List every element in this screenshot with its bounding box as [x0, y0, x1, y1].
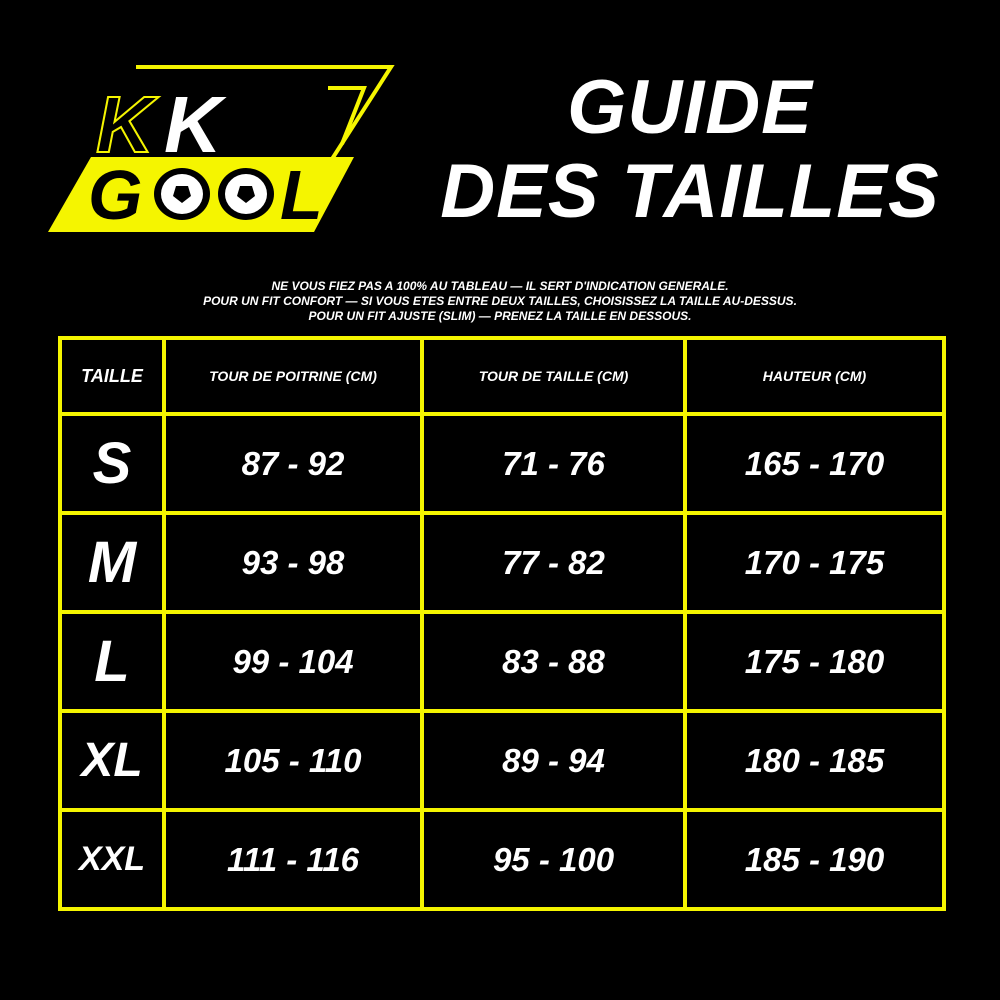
- table-row: S 87 - 92 71 - 76 165 - 170: [58, 412, 946, 515]
- table-header-row: TAILLE TOUR DE POITRINE (CM) TOUR DE TAI…: [58, 336, 946, 416]
- header-waist: TOUR DE TAILLE (CM): [420, 336, 687, 416]
- size-cell: L: [58, 610, 166, 713]
- kk-gool-logo: K K G L: [48, 65, 395, 234]
- size-cell: XXL: [58, 808, 166, 911]
- page-title: GUIDE DES TAILLES: [400, 66, 980, 234]
- height-cell: 165 - 170: [683, 412, 946, 515]
- header-chest: TOUR DE POITRINE (CM): [162, 336, 424, 416]
- table-row: M 93 - 98 77 - 82 170 - 175: [58, 511, 946, 614]
- title-line-1: GUIDE: [567, 65, 813, 150]
- waist-cell: 71 - 76: [420, 412, 687, 515]
- height-cell: 180 - 185: [683, 709, 946, 812]
- height-cell: 185 - 190: [683, 808, 946, 911]
- header-height: HAUTEUR (CM): [683, 336, 946, 416]
- title-line-2: DES TAILLES: [440, 149, 940, 234]
- height-cell: 170 - 175: [683, 511, 946, 614]
- note-line: NE VOUS FIEZ PAS A 100% AU TABLEAU — IL …: [271, 279, 729, 293]
- note-line: POUR UN FIT CONFORT — SI VOUS ETES ENTRE…: [203, 294, 797, 308]
- chest-cell: 93 - 98: [162, 511, 424, 614]
- chest-cell: 87 - 92: [162, 412, 424, 515]
- waist-cell: 89 - 94: [420, 709, 687, 812]
- chest-cell: 105 - 110: [162, 709, 424, 812]
- chest-cell: 99 - 104: [162, 610, 424, 713]
- header-size: TAILLE: [58, 336, 166, 416]
- waist-cell: 83 - 88: [420, 610, 687, 713]
- table-row: L 99 - 104 83 - 88 175 - 180: [58, 610, 946, 713]
- note-line: POUR UN FIT AJUSTE (SLIM) — PRENEZ LA TA…: [308, 309, 692, 323]
- svg-text:K: K: [96, 80, 159, 169]
- chest-cell: 111 - 116: [162, 808, 424, 911]
- table-row: XXL 111 - 116 95 - 100 185 - 190: [58, 808, 946, 911]
- table-row: XL 105 - 110 89 - 94 180 - 185: [58, 709, 946, 812]
- height-cell: 175 - 180: [683, 610, 946, 713]
- waist-cell: 77 - 82: [420, 511, 687, 614]
- size-cell: XL: [58, 709, 166, 812]
- size-notes: NE VOUS FIEZ PAS A 100% AU TABLEAU — IL …: [40, 279, 960, 324]
- size-cell: M: [58, 511, 166, 614]
- size-cell: S: [58, 412, 166, 515]
- svg-text:K: K: [164, 80, 227, 169]
- svg-text:G: G: [88, 156, 142, 234]
- size-table: TAILLE TOUR DE POITRINE (CM) TOUR DE TAI…: [58, 336, 946, 911]
- svg-text:L: L: [280, 156, 323, 234]
- waist-cell: 95 - 100: [420, 808, 687, 911]
